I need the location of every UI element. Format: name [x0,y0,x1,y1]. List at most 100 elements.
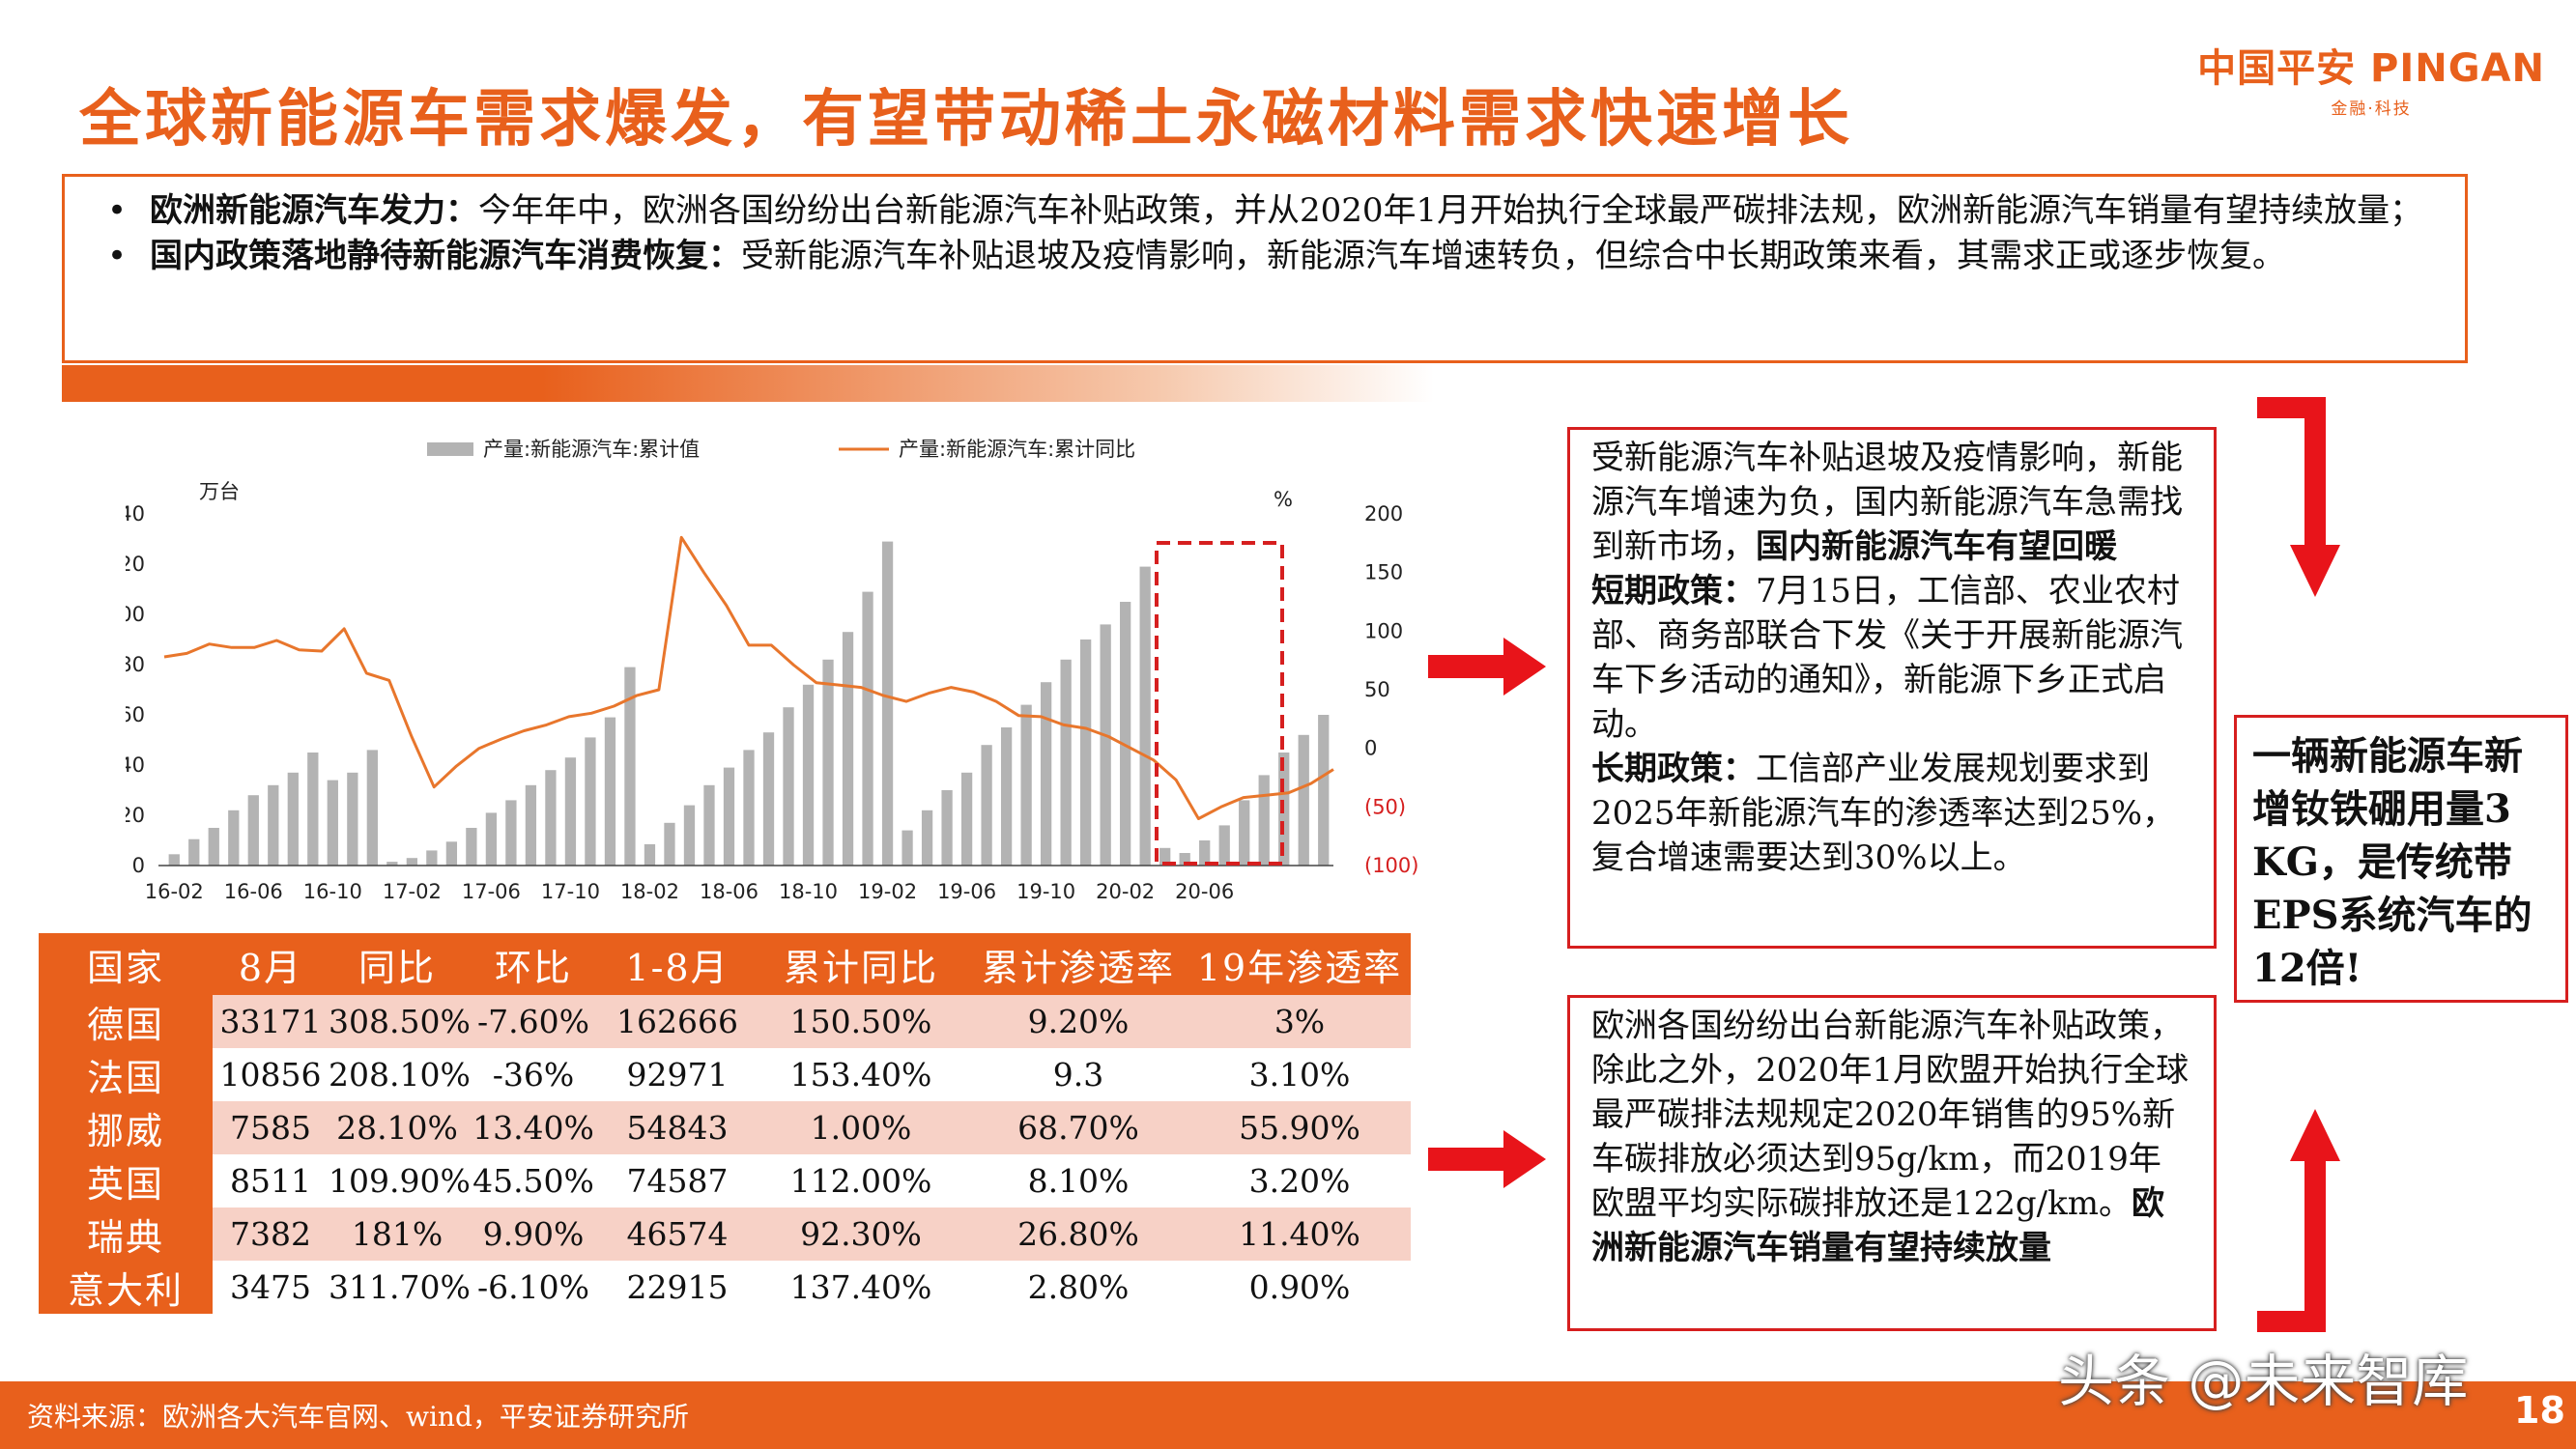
highlight-2020-box [1155,541,1284,866]
left-tick-label: 80 [126,653,145,676]
table-cell: 137.40% [754,1261,968,1314]
table-cell: 3% [1188,995,1411,1048]
table-cell: 7585 [213,1101,329,1154]
table-header-cell: 同比 [329,933,466,995]
box1-para2: 短期政策：7月15日，工信部、农业农村部、商务部联合下发《关于开展新能源汽车下乡… [1591,569,2192,747]
bar [644,843,656,866]
bar [1080,639,1092,866]
box1-short-text: 7月15日，工信部、农业农村部、商务部联合下发《关于开展新能源汽车下乡活动的通知… [1591,572,2183,744]
box3-text: 一辆新能源车新增钕铁硼用量3 KG，是传统带EPS系统汽车的12倍! [2252,733,2533,991]
table-cell: 0.90% [1188,1261,1411,1314]
logo-brand: 中国平安 PINGAN [2197,46,2545,91]
bullet-icon: • [107,237,128,275]
table-header-cell: 国家 [39,933,213,995]
x-tick-label: 18-10 [779,880,838,903]
table-cell: 10856 [213,1048,329,1101]
x-tick-label: 16-10 [303,880,362,903]
page-number: 18 [2514,1389,2565,1432]
right-tick-label: 100 [1364,619,1403,642]
summary-bullet: • 欧洲新能源汽车发力：今年年中，欧洲各国纷纷出台新能源汽车补贴政策，并从2020… [88,188,2442,234]
bar [366,750,378,866]
bar [1100,624,1111,866]
logo-sub: 金融·科技 [2331,99,2412,119]
bar [1199,840,1211,866]
bar [1218,825,1230,866]
bar [604,717,616,866]
table-cell: 11.40% [1188,1208,1411,1261]
logo: 中国平安 PINGAN 金融·科技 [2197,37,2545,119]
bar [347,772,358,866]
bar [247,795,259,866]
table-cell: 13.40% [466,1101,601,1154]
x-tick-label: 16-02 [145,880,204,903]
bar [168,854,180,866]
bar [287,772,299,866]
table-cell: 55.90% [1188,1101,1411,1154]
chart-legend: 产量:新能源汽车:累计值 产量:新能源汽车:累计同比 [427,438,1135,461]
table-row: 意大利 3475 311.70% -6.10% 22915 137.40% 2.80% 0.9… [39,1261,1411,1314]
table-country-cell: 瑞典 [39,1208,213,1261]
table-cell: 3475 [213,1261,329,1314]
bar [327,780,338,866]
table-header-row: 国家 8月 同比 环比 1-8月 累计同比 累计渗透率 19年渗透率 [39,933,1411,995]
right-axis-unit: % [1274,488,1293,511]
bar [1298,734,1309,866]
x-tick-label: 19-10 [1016,880,1075,903]
table-header-cell: 1-8月 [601,933,754,995]
x-tick-label: 16-06 [224,880,283,903]
table-header-cell: 累计同比 [754,933,968,995]
left-tick-label: 140 [126,502,145,526]
europe-policy-box: 欧洲各国纷纷出台新能源汽车补贴政策，除此之外，2020年1月欧盟开始执行全球最严… [1567,995,2217,1331]
bar [842,632,854,866]
table-header-cell: 19年渗透率 [1188,933,1411,995]
table-cell: 26.80% [968,1208,1188,1261]
table-cell: 92971 [601,1048,754,1101]
bar [1159,847,1171,866]
bar [485,812,498,866]
table-cell: 54843 [601,1101,754,1154]
right-tick-label: (50) [1364,795,1406,818]
europe-ev-table: 国家 8月 同比 环比 1-8月 累计同比 累计渗透率 19年渗透率 德国 33171 308.5… [39,933,1411,1314]
table-header-cell: 累计渗透率 [968,933,1188,995]
right-tick-label: 150 [1364,561,1403,584]
bullet-icon: • [107,191,128,230]
domestic-policy-box: 受新能源汽车补贴退坡及疫情影响，新能源汽车增速为负，国内新能源汽车急需找到新市场… [1567,427,2217,949]
bar [822,659,834,866]
bar [1239,800,1250,866]
bar [743,750,755,866]
left-tick-label: 120 [126,553,145,576]
table-header-cell: 8月 [213,933,329,995]
bar [1040,682,1052,866]
summary-text: 今年年中，欧洲各国纷纷出台新能源汽车补贴政策，并从2020年1月开始执行全球最严… [478,191,2423,230]
summary-lead: 国内政策落地静待新能源汽车消费恢复： [150,237,741,275]
box1-para3: 长期政策：工信部产业发展规划要求到2025年新能源汽车的渗透率达到25%，复合增… [1591,747,2192,880]
right-tick-label: 50 [1364,678,1390,701]
legend-bar-label: 产量:新能源汽车:累计值 [483,438,700,461]
bar [564,757,577,866]
bar [466,828,477,866]
box1-long-lead: 长期政策： [1591,750,1756,788]
arrow-down-icon [2257,397,2340,597]
bar [783,707,794,866]
left-axis-unit: 万台 [199,480,240,503]
bar [723,767,735,866]
box2-bold: 欧洲新能源汽车销量有望持续放量 [1591,1184,2164,1267]
bar [426,850,438,866]
legend-line-label: 产量:新能源汽车:累计同比 [899,438,1135,461]
legend-bar-swatch [427,442,473,456]
table-cell: 68.70% [968,1101,1188,1154]
table-cell: -7.60% [466,995,601,1048]
watermark: 头条 @未来智库 [2058,1349,2469,1414]
x-axis-ticks: 16-02 16-06 16-10 17-02 17-06 17-10 18-02 18-06… [145,880,1234,903]
bar [307,753,319,866]
footer-bar [0,1381,2576,1449]
table-row: 瑞典 7382 181% 9.90% 46574 92.30% 26.80% 11.40% [39,1208,1411,1261]
bar [664,822,675,866]
arrow-up-icon [2257,1109,2340,1332]
table-country-cell: 挪威 [39,1101,213,1154]
bar [802,684,815,866]
table-cell: 9.90% [466,1208,601,1261]
table-cell: 181% [329,1208,466,1261]
x-tick-label: 20-02 [1096,880,1155,903]
table-cell: 22915 [601,1261,754,1314]
